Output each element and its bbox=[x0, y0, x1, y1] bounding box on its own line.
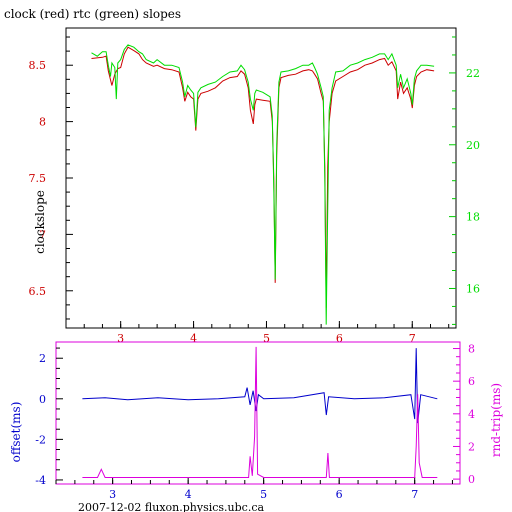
bottom-y-left-tick-label: -4 bbox=[35, 474, 46, 487]
top-y-axis-label: clockslope bbox=[33, 190, 47, 254]
bottom-y-left-axis: -4 -2 0 2 bbox=[35, 347, 63, 487]
bottom-y-right-tick-label: 4 bbox=[468, 408, 475, 421]
top-x-tick-label: 5 bbox=[263, 332, 270, 345]
bottom-y-left-tick-label: 0 bbox=[39, 393, 46, 406]
top-y-left-tick-label: 7.5 bbox=[29, 172, 47, 185]
bottom-x-tick-label: 3 bbox=[109, 488, 116, 501]
top-x-tick-label: 6 bbox=[336, 332, 343, 345]
top-y-right-tick-label: 22 bbox=[466, 67, 480, 80]
top-plot-frame bbox=[65, 27, 457, 329]
bottom-y-left-tick-label: -2 bbox=[35, 433, 46, 446]
top-y-right-tick-label: 20 bbox=[466, 139, 480, 152]
bottom-y-right-axis: 0 2 4 6 8 bbox=[453, 343, 475, 486]
top-x-tick-label: 7 bbox=[409, 332, 416, 345]
bottom-y-right-tick-label: 8 bbox=[468, 343, 475, 356]
bottom-plot-frame bbox=[55, 341, 461, 485]
bottom-x-tick-label: 4 bbox=[185, 488, 192, 501]
top-x-tick-label: 4 bbox=[190, 332, 197, 345]
top-y-left-tick-label: 7 bbox=[39, 228, 46, 241]
bottom-y-right-tick-label: 0 bbox=[468, 473, 475, 486]
top-series-group bbox=[91, 44, 435, 325]
bottom-x-tick-label: 6 bbox=[336, 488, 343, 501]
bottom-x-tick-label: 7 bbox=[411, 488, 418, 501]
bottom-series-group bbox=[82, 346, 438, 478]
bottom-y-left-tick-label: 2 bbox=[39, 352, 46, 365]
bottom-x-axis: 3 4 5 6 7 bbox=[55, 477, 453, 501]
top-y-right-tick-label: 16 bbox=[466, 282, 480, 295]
bottom-x-axis-label: 2007-12-02 fluxon.physics.ubc.ca bbox=[78, 501, 264, 512]
top-chart-title: clock (red) rtc (green) slopes bbox=[4, 7, 181, 21]
series-rnd-trip-line bbox=[82, 346, 438, 478]
top-y-left-tick-label: 8.5 bbox=[29, 59, 47, 72]
top-y-left-tick-label: 8 bbox=[39, 116, 46, 129]
bottom-y-left-label: offset(ms) bbox=[9, 402, 23, 463]
top-y-left-tick-label: 6.5 bbox=[29, 285, 47, 298]
series-rtc-line bbox=[91, 44, 435, 325]
bottom-y-right-tick-label: 2 bbox=[468, 440, 475, 453]
bottom-x-tick-label: 5 bbox=[260, 488, 267, 501]
bottom-y-right-tick-label: 6 bbox=[468, 375, 475, 388]
top-y-right-axis: 16 18 20 22 bbox=[449, 36, 480, 325]
series-offset-line bbox=[82, 348, 438, 424]
bottom-y-right-label: rnd-trip(ms) bbox=[489, 383, 503, 457]
series-clock-line bbox=[91, 46, 435, 308]
top-x-axis: 3 4 5 6 7 bbox=[65, 321, 450, 345]
top-y-right-tick-label: 18 bbox=[466, 211, 480, 224]
top-y-left-axis: 6.5 7 7.5 8 8.5 bbox=[29, 36, 73, 320]
top-x-tick-label: 3 bbox=[117, 332, 124, 345]
